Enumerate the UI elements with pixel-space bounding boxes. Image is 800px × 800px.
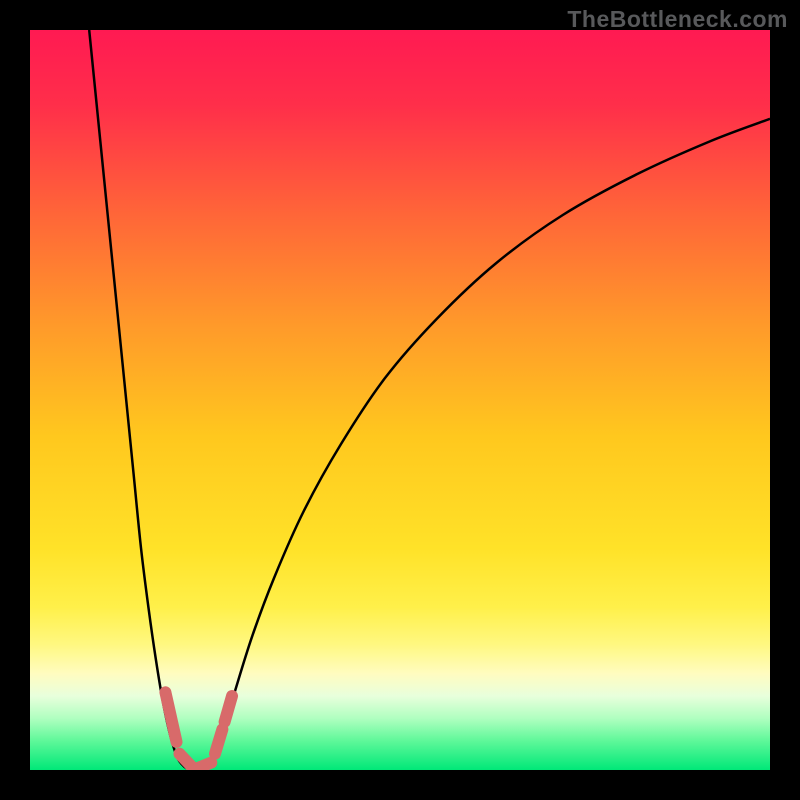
valley-marker-0 [165, 692, 176, 742]
chart-container: TheBottleneck.com [0, 0, 800, 800]
valley-marker-2 [197, 763, 212, 769]
curve-left-branch [89, 30, 185, 768]
valley-marker-4 [225, 696, 232, 722]
watermark-text: TheBottleneck.com [567, 6, 788, 33]
curve-right-branch [208, 119, 770, 768]
valley-marker-3 [215, 729, 222, 753]
curve-layer [30, 30, 770, 770]
plot-area [30, 30, 770, 770]
